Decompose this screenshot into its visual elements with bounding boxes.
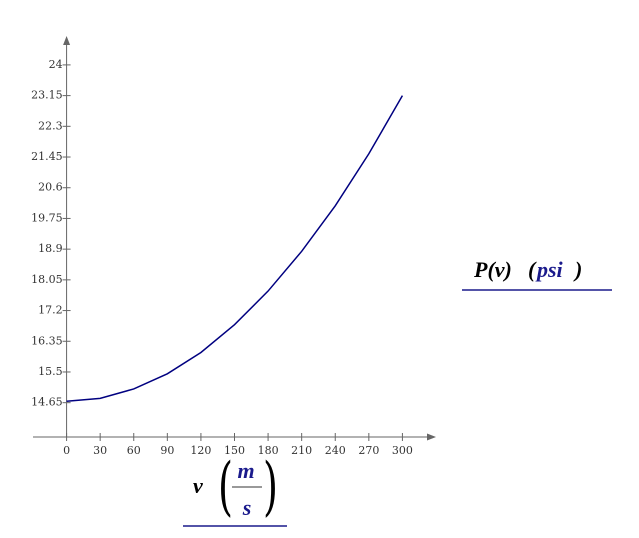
x-tick-label: 120 (190, 444, 211, 457)
x-axis-paren: ( (218, 450, 233, 524)
y-axis-func: P(v) (473, 257, 512, 282)
y-axis-paren: ( (528, 257, 537, 282)
x-tick-label: 0 (63, 444, 70, 457)
x-axis-arrow (427, 433, 436, 441)
x-tick-label: 300 (392, 444, 413, 457)
y-axis-paren: ) (573, 257, 582, 282)
x-tick-label: 270 (358, 444, 379, 457)
y-tick-label: 19.75 (31, 211, 63, 224)
y-tick-label: 17.2 (38, 304, 63, 317)
y-axis-unit: psi (535, 257, 564, 282)
y-axis-arrow (63, 36, 71, 45)
y-tick-label: 20.6 (38, 181, 63, 194)
y-tick-label: 18.9 (38, 242, 63, 255)
x-tick-label: 90 (160, 444, 174, 457)
x-axis-paren: ) (263, 450, 278, 524)
x-tick-label: 150 (224, 444, 245, 457)
y-tick-label: 24 (49, 58, 63, 71)
axes: 14.65 15.5 16.35 17.2 18.05 18.9 19.75 20.6 21.4… (31, 36, 436, 457)
x-axis-den: s (242, 495, 252, 520)
y-tick-label: 22.3 (38, 119, 63, 132)
x-tick-label: 60 (127, 444, 141, 457)
y-tick-label: 15.5 (38, 365, 63, 378)
line (66, 95, 404, 402)
x-tick-label: 240 (325, 444, 346, 457)
y-tick-label: 16.35 (31, 334, 63, 347)
x-axis-num: m (237, 458, 254, 483)
x-tick-label: 210 (291, 444, 312, 457)
y-tick-label: 23.15 (31, 89, 63, 102)
y-tick-label: 18.05 (31, 273, 63, 286)
x-tick-label: 30 (93, 444, 107, 457)
x-tick-label: 180 (258, 444, 279, 457)
y-tick-label: 21.45 (31, 150, 63, 163)
x-axis-var: v (193, 473, 203, 498)
y-tick-label: 14.65 (31, 396, 63, 409)
